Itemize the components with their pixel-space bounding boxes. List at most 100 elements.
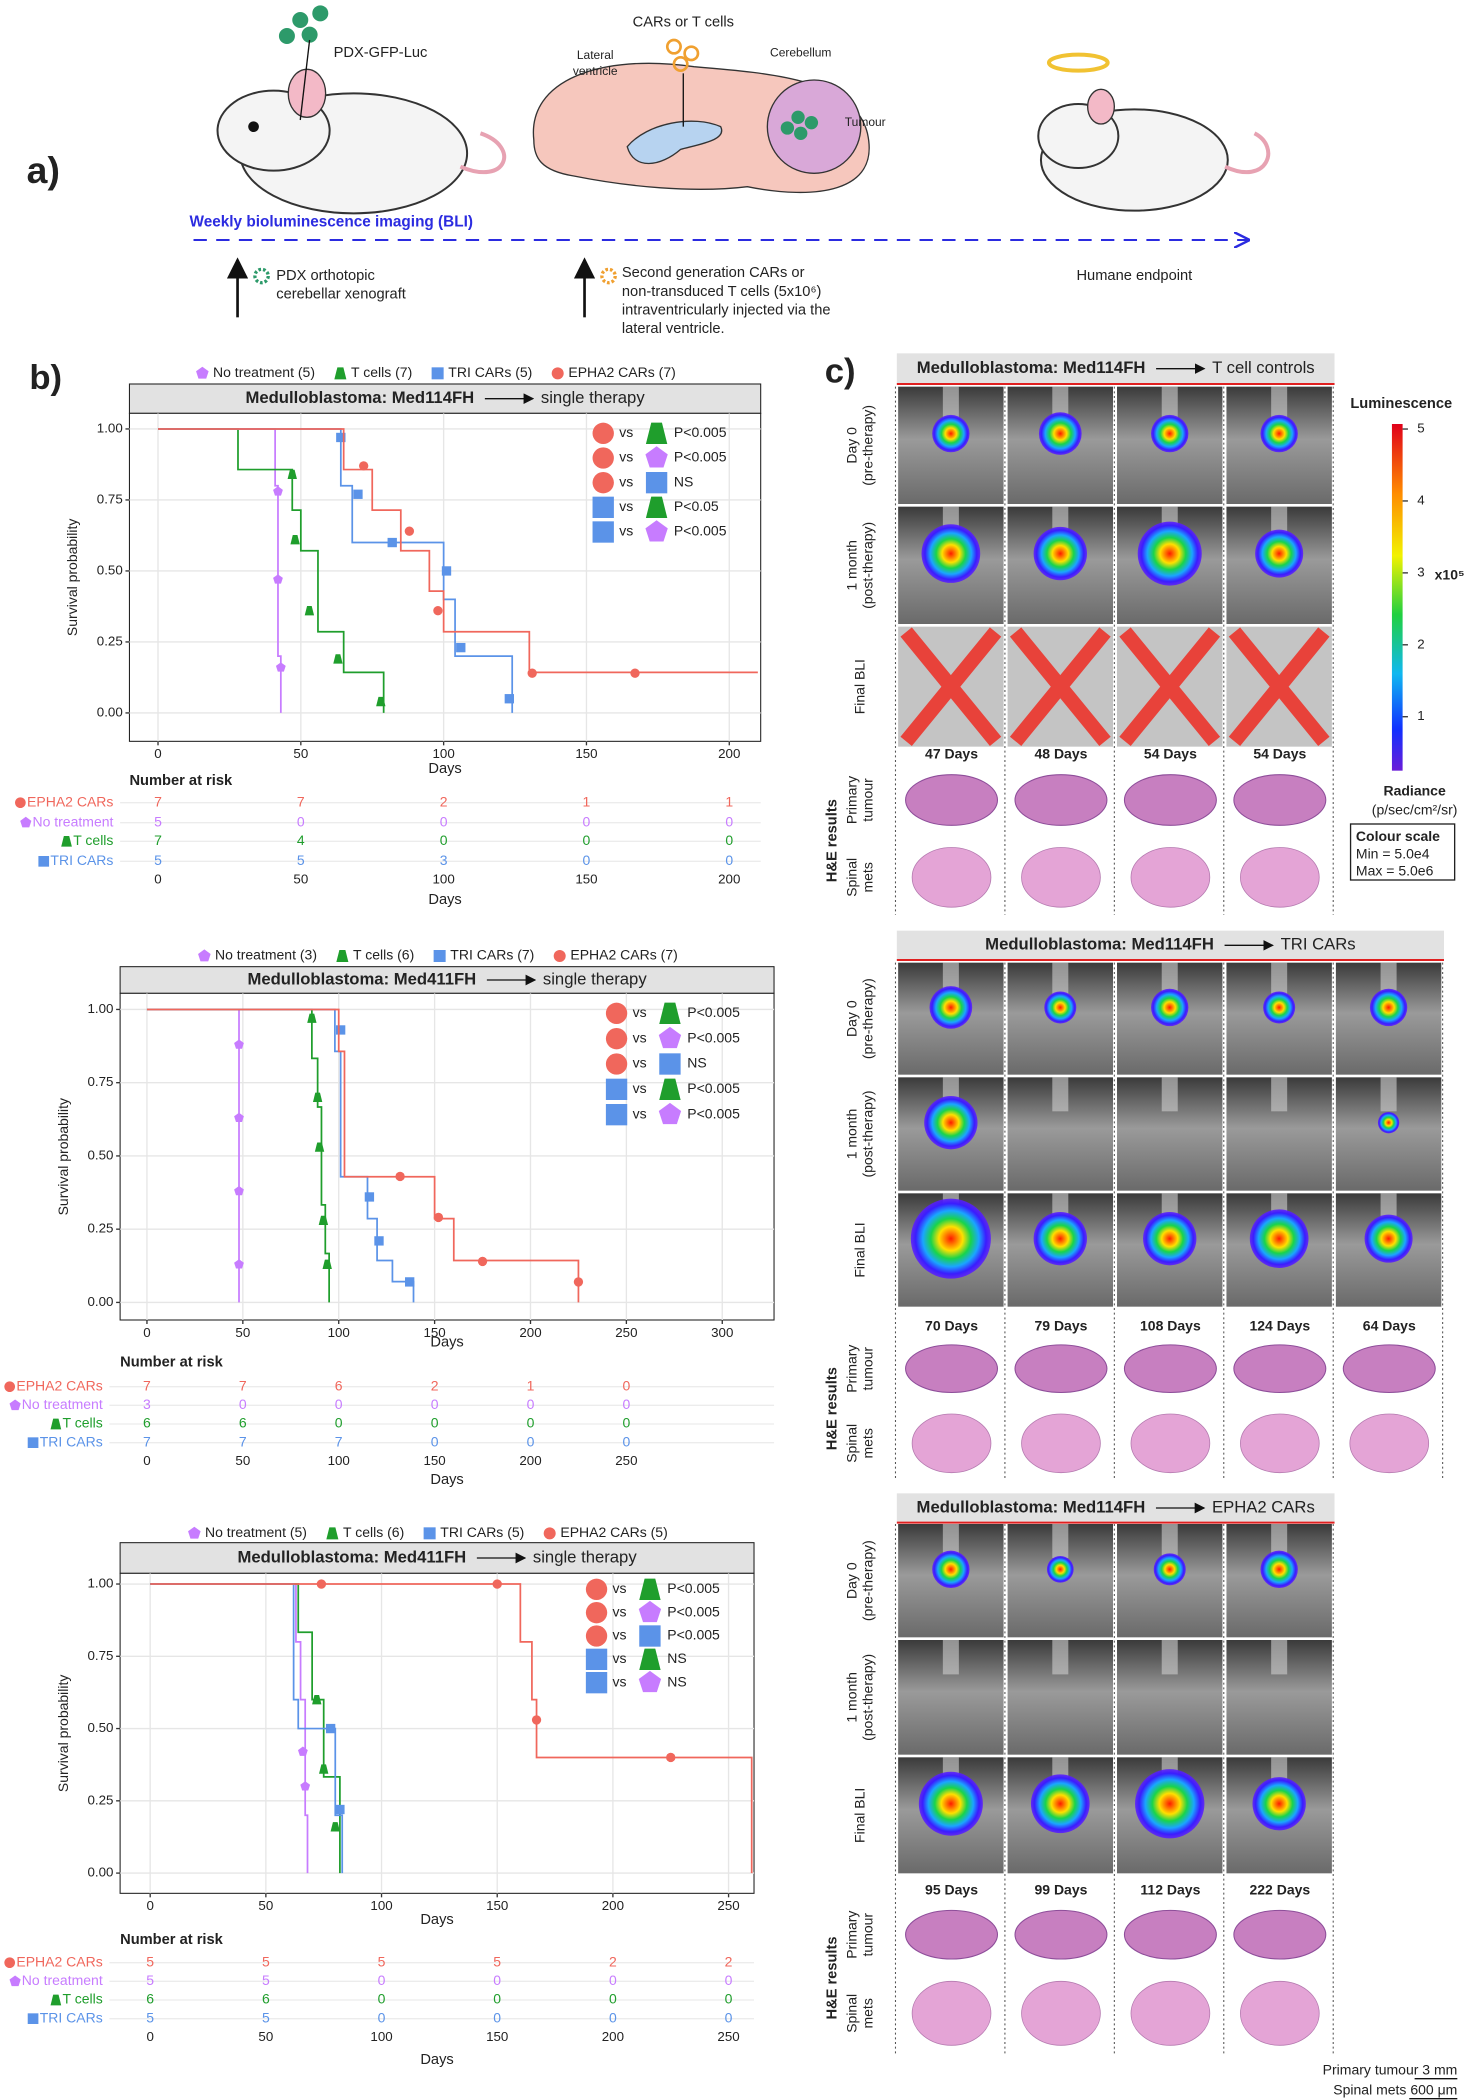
label: Cerebellum xyxy=(770,46,831,60)
strip xyxy=(128,383,762,414)
row-label: Primary xyxy=(843,776,859,824)
marker xyxy=(27,1437,39,1448)
pointer xyxy=(299,39,311,121)
marker xyxy=(300,1781,311,1791)
label: lateral ventricle. xyxy=(622,321,725,337)
y-tick-label: 0.50 xyxy=(87,1147,113,1162)
risk-value: 0 xyxy=(431,1415,439,1431)
marker xyxy=(605,1002,628,1024)
he-section xyxy=(1342,1344,1436,1394)
mouse-tail xyxy=(459,131,507,175)
marker xyxy=(290,535,300,545)
legend-label: TRI CARs (7) xyxy=(450,947,534,963)
risk-value: 0 xyxy=(378,2009,386,2025)
bli-signal xyxy=(1364,1214,1413,1263)
risk-value: 0 xyxy=(725,852,733,868)
marker xyxy=(441,566,452,576)
marker xyxy=(358,461,369,471)
marker xyxy=(404,526,415,536)
risk-value: 5 xyxy=(262,2009,270,2025)
vs-label: vs xyxy=(613,1673,627,1689)
risk-value: 7 xyxy=(154,793,162,809)
y-axis-label: Survival probability xyxy=(55,1675,71,1792)
cell-icons xyxy=(278,5,329,44)
x-axis-label: Days xyxy=(428,761,461,777)
car-icons xyxy=(665,38,700,72)
risk-value: 0 xyxy=(493,1972,501,1988)
marker xyxy=(335,1025,346,1035)
legend-label: EPHA2 CARs (7) xyxy=(570,947,677,963)
legend-label: TRI CARs (5) xyxy=(448,364,532,380)
radiance-unit: (p/sec/cm²/sr) xyxy=(1372,801,1458,817)
risk-value: 0 xyxy=(431,1396,439,1412)
risk-time-label: 200 xyxy=(718,872,740,887)
risk-value: 4 xyxy=(297,832,305,848)
vs-label: vs xyxy=(619,449,633,465)
risk-time-label: 200 xyxy=(602,2029,624,2044)
legend-label: TRI CARs (5) xyxy=(440,1524,524,1540)
risk-value: 1 xyxy=(583,793,591,809)
risk-label: T cells xyxy=(73,832,113,848)
bli-nose xyxy=(1271,962,1288,997)
risk-label: TRI CARs xyxy=(40,2009,103,2025)
y-tick-label: 0.75 xyxy=(87,1648,113,1663)
marker xyxy=(353,489,363,499)
x-tick-label: 250 xyxy=(615,1325,637,1340)
row-label: (pre-therapy) xyxy=(859,405,875,486)
days-label: 95 Days xyxy=(925,1881,978,1897)
bli-signal xyxy=(932,1550,970,1588)
p-value: NS xyxy=(687,1055,706,1071)
marker xyxy=(585,1648,608,1670)
he-section xyxy=(1123,774,1217,826)
row-label: mets xyxy=(859,1998,875,2028)
risk-time-label: 0 xyxy=(154,872,161,887)
bli-signal xyxy=(1030,1774,1090,1834)
mouse-eye xyxy=(248,121,259,132)
days-label: 124 Days xyxy=(1249,1317,1310,1333)
marker xyxy=(297,1746,308,1756)
risk-x-label: Days xyxy=(428,892,461,908)
marker xyxy=(325,1723,336,1734)
bli-nose xyxy=(1271,386,1288,422)
marker xyxy=(645,472,668,494)
risk-title: Number at risk xyxy=(120,1932,224,1948)
strip-title: Medulloblastoma: Med114FH xyxy=(985,935,1214,954)
y-tick-label: 1.00 xyxy=(87,1001,113,1016)
marker xyxy=(234,1039,244,1049)
risk-value: 6 xyxy=(146,1991,154,2007)
label: Humane endpoint xyxy=(1076,268,1192,284)
bli-nose xyxy=(1161,386,1178,422)
risk-value: 0 xyxy=(622,1377,630,1393)
bli-signal xyxy=(1033,526,1087,581)
risk-value: 0 xyxy=(335,1415,343,1431)
vs-label: vs xyxy=(633,1004,647,1020)
strip xyxy=(896,353,1335,384)
risk-value: 0 xyxy=(583,832,591,848)
days-label: 99 Days xyxy=(1034,1881,1087,1897)
risk-time-label: 100 xyxy=(370,2029,392,2044)
risk-value: 1 xyxy=(725,793,733,809)
risk-value: 0 xyxy=(622,1415,630,1431)
scale-box-title: Colour scale xyxy=(1356,828,1440,844)
row-label: Final BLI xyxy=(851,659,867,714)
risk-value: 0 xyxy=(583,813,591,829)
p-value: P<0.005 xyxy=(674,424,727,440)
label: cerebellar xenograft xyxy=(276,287,406,303)
marker xyxy=(15,797,26,808)
row-label: tumour xyxy=(859,778,875,822)
risk-value: 7 xyxy=(239,1433,247,1449)
label: Tumour xyxy=(845,115,886,129)
strip xyxy=(896,930,1444,960)
marker xyxy=(335,1804,345,1815)
risk-value: 0 xyxy=(493,1991,501,2007)
label: CARs or T cells xyxy=(633,15,734,31)
strip-subtitle: single therapy xyxy=(533,1547,637,1566)
label: PDX orthotopic xyxy=(276,268,375,284)
risk-value: 0 xyxy=(431,1433,439,1449)
marker xyxy=(645,422,668,444)
survival-curve xyxy=(158,428,514,713)
row-label: 1 month xyxy=(843,1109,859,1160)
risk-value: 0 xyxy=(493,2009,501,2025)
marker xyxy=(234,1185,244,1196)
marker xyxy=(585,1578,608,1600)
